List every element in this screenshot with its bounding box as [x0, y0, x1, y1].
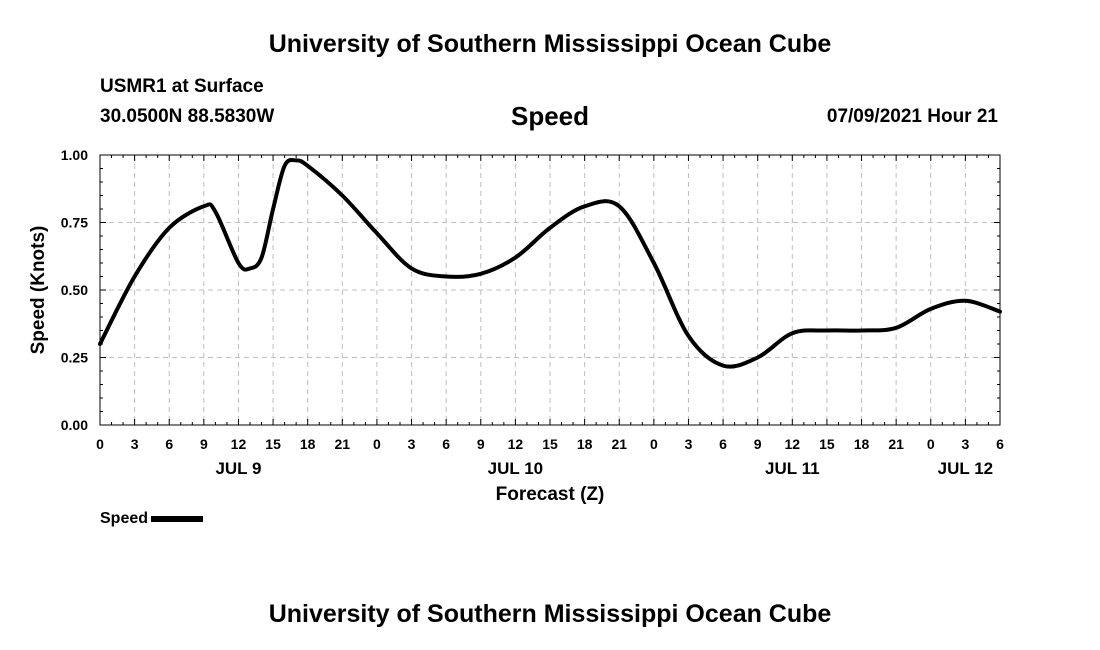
x-tick-label: 18: [577, 436, 593, 452]
legend: Speed: [100, 510, 204, 528]
x-tick-label: 6: [442, 436, 450, 452]
x-tick-label: 15: [542, 436, 558, 452]
x-tick-label: 0: [96, 436, 104, 452]
y-tick-label: 0.75: [61, 215, 88, 231]
date-label: JUL 10: [488, 459, 543, 478]
x-tick-label: 18: [854, 436, 870, 452]
x-tick-label: 0: [650, 436, 658, 452]
date-label: JUL 11: [765, 459, 820, 478]
x-tick-label: 15: [265, 436, 281, 452]
x-tick-label: 6: [719, 436, 727, 452]
station-coordinates: 30.0500N 88.5830W: [100, 106, 275, 127]
x-axis-title: Forecast (Z): [496, 484, 605, 505]
y-tick-label: 0.25: [61, 350, 88, 366]
x-tick-label: 9: [477, 436, 485, 452]
station-name: USMR1 at Surface: [100, 76, 264, 97]
y-axis-title: Speed (Knots): [28, 226, 49, 355]
x-tick-label: 21: [335, 436, 351, 452]
date-label: JUL 9: [215, 459, 261, 478]
forecast-datetime: 07/09/2021 Hour 21: [826, 106, 998, 127]
y-tick-label: 0.50: [61, 282, 88, 298]
y-tick-label: 0.00: [61, 417, 88, 433]
x-tick-label: 18: [300, 436, 316, 452]
date-label: JUL 12: [938, 459, 993, 478]
parameter-title: Speed: [510, 101, 590, 131]
x-tick-label: 12: [508, 436, 524, 452]
legend-swatch: [151, 516, 204, 522]
x-tick-label: 6: [996, 436, 1004, 452]
legend-label: Speed: [100, 510, 149, 527]
x-tick-label: 0: [927, 436, 935, 452]
x-tick-label: 3: [685, 436, 693, 452]
x-tick-label: 3: [131, 436, 139, 452]
x-tick-label: 12: [785, 436, 801, 452]
x-tick-label: 0: [373, 436, 381, 452]
x-tick-label: 12: [231, 436, 247, 452]
x-tick-label: 21: [888, 436, 904, 452]
y-tick-label: 1.00: [61, 147, 88, 163]
x-tick-label: 3: [961, 436, 969, 452]
x-tick-label: 21: [611, 436, 627, 452]
x-tick-label: 9: [754, 436, 762, 452]
footer-title: University of Southern Mississippi Ocean…: [268, 600, 832, 628]
x-tick-label: 3: [408, 436, 416, 452]
x-tick-label: 9: [200, 436, 208, 452]
speed-series-line: [98, 157, 1002, 369]
x-tick-label: 15: [819, 436, 835, 452]
x-tick-label: 6: [165, 436, 173, 452]
chart-title: University of Southern Mississippi Ocean…: [268, 30, 832, 58]
